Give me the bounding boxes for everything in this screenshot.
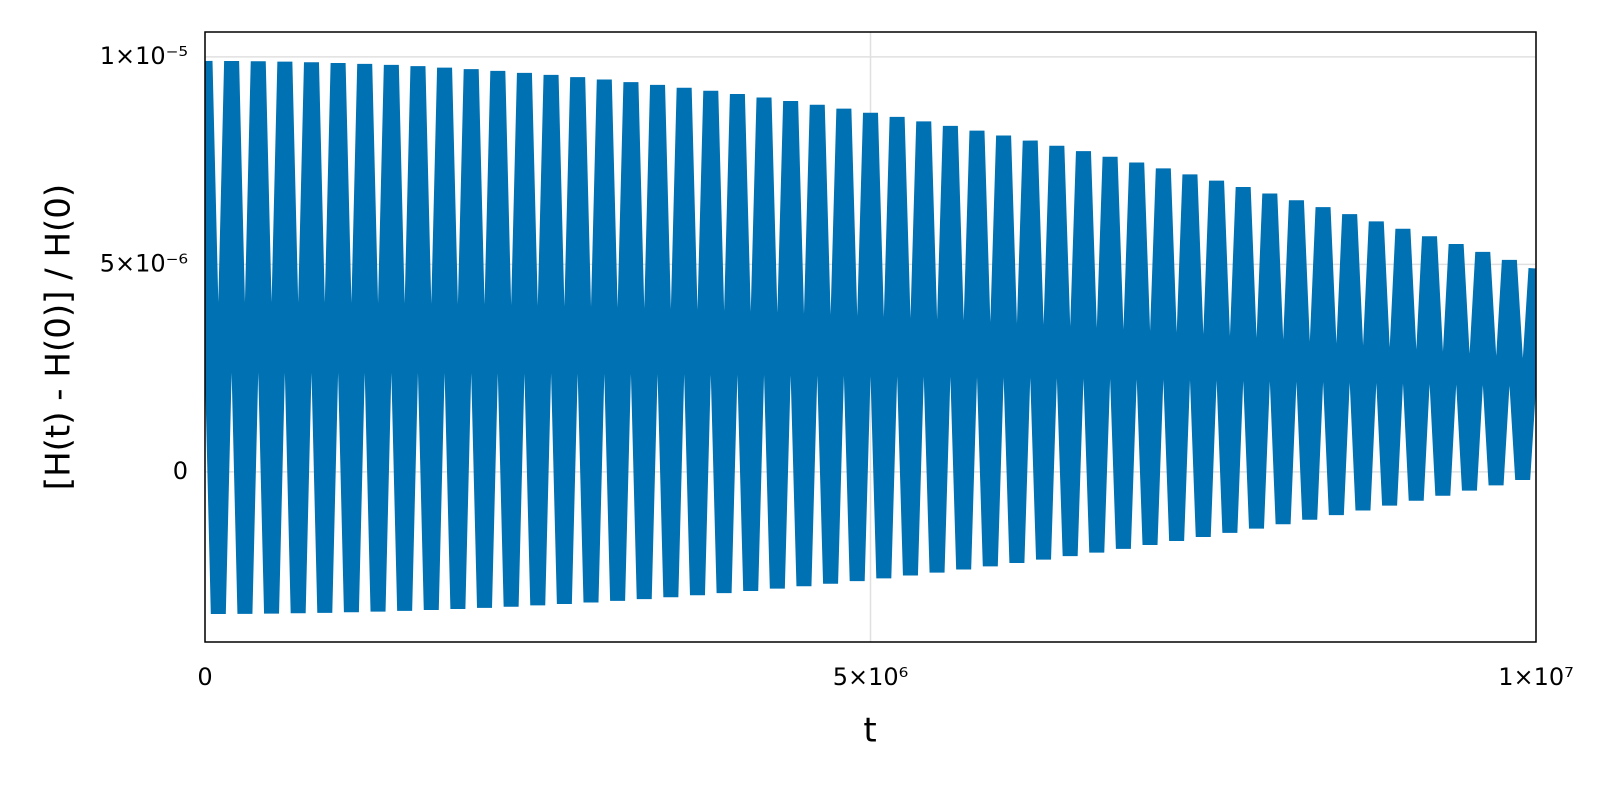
x-tick-label: 1×10⁷	[1498, 663, 1574, 691]
y-tick-label: 5×10⁻⁶	[100, 249, 188, 277]
data-line	[205, 60, 1536, 614]
plot-frame	[204, 31, 1537, 643]
x-tick-label: 0	[197, 663, 212, 691]
x-tick-label: 5×10⁶	[833, 663, 909, 691]
x-axis-label: t	[863, 711, 876, 751]
y-tick-label: 0	[173, 457, 188, 485]
y-axis-label: [H(t) - H(0)] / H(0)	[39, 184, 79, 490]
plot-area	[205, 60, 1536, 614]
y-tick-label: 1×10⁻⁵	[100, 42, 188, 70]
